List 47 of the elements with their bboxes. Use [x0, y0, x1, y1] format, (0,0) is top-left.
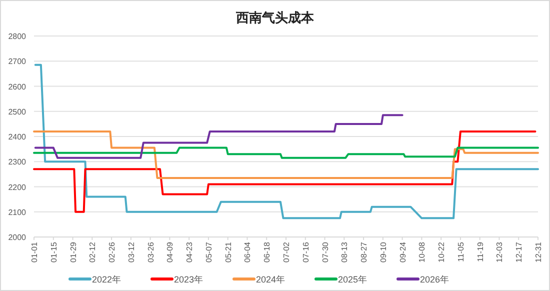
- x-tick-label: 12-17: [514, 241, 524, 262]
- line-series: [33, 130, 536, 213]
- x-tick-label: 06-18: [262, 241, 272, 262]
- x-tick-label: 12-31: [534, 241, 543, 262]
- x-tick-label: 02-12: [88, 241, 98, 262]
- x-tick-label: 01-01: [30, 241, 39, 262]
- line-series: [34, 114, 404, 159]
- x-tick-label: 10-08: [418, 241, 427, 262]
- legend-label: 2023年: [174, 274, 204, 284]
- x-tick-label: 06-04: [243, 241, 252, 262]
- y-tick-label: 2600: [8, 82, 27, 92]
- x-tick-label: 04-09: [166, 241, 175, 262]
- y-tick-label: 2800: [8, 32, 27, 41]
- legend-label: 2025年: [338, 274, 368, 284]
- line-series: [33, 130, 539, 179]
- legend-label: 2026年: [420, 274, 450, 284]
- x-tick-label: 03-26: [146, 241, 156, 262]
- x-tick-label: 04-23: [185, 241, 194, 262]
- line-series: [34, 64, 539, 220]
- legend-label: 2024年: [256, 274, 286, 284]
- x-tick-label: 05-21: [224, 241, 233, 262]
- x-tick-label: 11-05: [456, 241, 466, 262]
- x-tick-label: 09-24: [398, 241, 408, 262]
- y-tick-label: 2700: [8, 57, 27, 66]
- y-tick-label: 2400: [8, 132, 27, 142]
- x-tick-label: 01-15: [49, 241, 58, 262]
- x-tick-label: 03-12: [126, 241, 136, 262]
- x-tick-label: 07-30: [320, 241, 330, 262]
- y-tick-label: 2500: [8, 107, 27, 116]
- legend-label: 2022年: [92, 274, 122, 284]
- y-tick-label: 2100: [8, 208, 27, 217]
- x-tick-label: 10-22: [437, 241, 446, 262]
- y-tick-label: 2300: [8, 158, 27, 167]
- x-tick-label: 01-29: [68, 241, 78, 262]
- chart-title: 西南气头成本: [235, 10, 315, 25]
- x-tick-label: 07-16: [301, 241, 310, 262]
- line-series: [33, 146, 539, 159]
- x-tick-label: 12-03: [495, 241, 504, 262]
- x-tick-label: 02-26: [108, 241, 117, 262]
- x-tick-label: 08-13: [340, 241, 350, 262]
- y-tick-label: 2000: [8, 233, 27, 242]
- x-tick-label: 07-02: [282, 241, 291, 262]
- x-tick-label: 09-10: [378, 241, 388, 262]
- x-tick-label: 08-27: [360, 241, 369, 262]
- x-tick-label: 05-07: [204, 241, 214, 262]
- y-tick-label: 2200: [8, 182, 27, 192]
- x-tick-label: 11-19: [476, 241, 485, 262]
